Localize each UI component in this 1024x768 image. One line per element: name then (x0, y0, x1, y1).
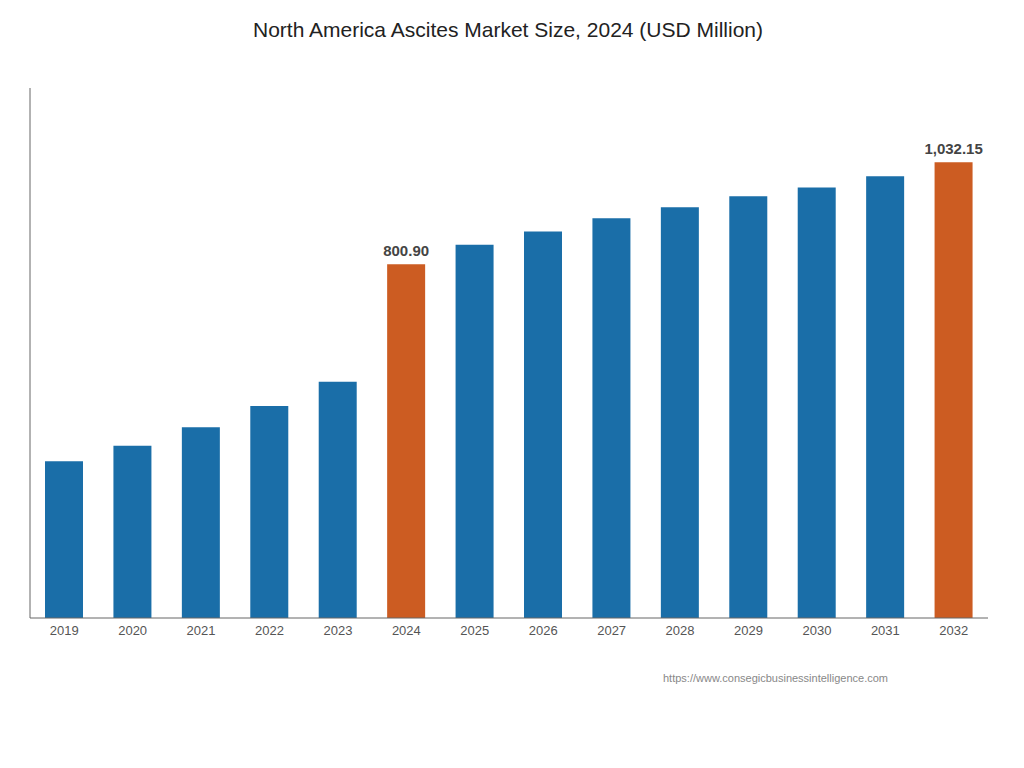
html-text:https://www.consegicbusinessin: https://www.consegicbusinessintelligence… (663, 672, 888, 684)
svg-text:2026: 2026 (529, 623, 558, 638)
svg-text:800.90: 800.90 (383, 242, 429, 259)
svg-text:2028: 2028 (666, 623, 695, 638)
svg-text:2023: 2023 (323, 623, 352, 638)
svg-text:2025: 2025 (460, 623, 489, 638)
svg-text:2020: 2020 (118, 623, 147, 638)
html-text:North America Ascites Market S: North America Ascites Market Size, 2024 … (253, 18, 763, 41)
svg-text:2019: 2019 (50, 623, 79, 638)
svg-text:2022: 2022 (255, 623, 284, 638)
svg-text:2032: 2032 (939, 623, 968, 638)
svg-text:2031: 2031 (871, 623, 900, 638)
svg-text:2030: 2030 (802, 623, 831, 638)
svg-text:1,032.15: 1,032.15 (924, 140, 982, 157)
svg-text:2021: 2021 (187, 623, 216, 638)
svg-text:2029: 2029 (734, 623, 763, 638)
svg-text:2027: 2027 (597, 623, 626, 638)
svg-text:2024: 2024 (392, 623, 421, 638)
